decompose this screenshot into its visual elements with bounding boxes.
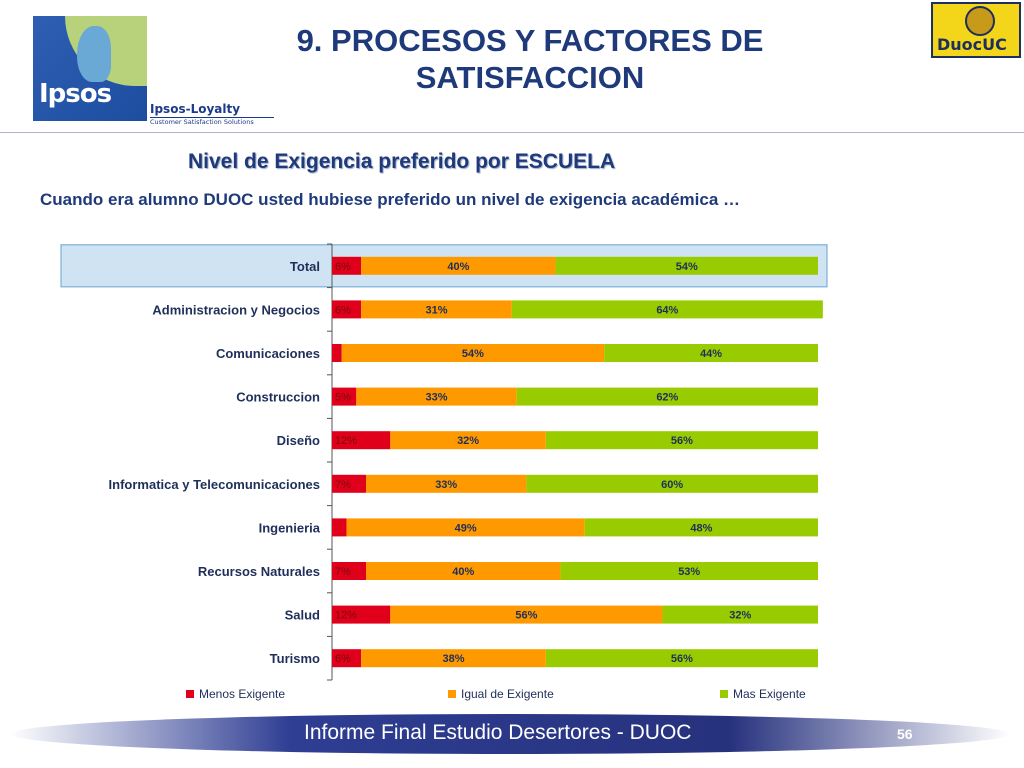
bar-menos-exigente [332, 562, 367, 580]
data-label: 31% [425, 304, 447, 316]
bar-igual-de-exigente [361, 649, 546, 668]
data-label: 62% [656, 392, 678, 404]
category-label: Ingenieria [259, 520, 321, 535]
bar-menos-exigente [332, 300, 362, 319]
data-label: 33% [435, 479, 457, 491]
bar-menos-exigente [332, 474, 367, 493]
bar-menos-exigente [332, 518, 347, 537]
ipsos-tagline: Customer Satisfaction Solutions [150, 117, 274, 126]
legend-entry: Igual de Exigente [461, 687, 554, 701]
ipsos-logo: Ipsos [33, 16, 147, 121]
data-label: 6% [335, 653, 351, 665]
bar-mas-exigente [516, 387, 818, 406]
bar-mas-exigente [584, 518, 818, 537]
data-label: 44% [700, 348, 722, 360]
bar-mas-exigente [560, 562, 818, 580]
category-label: Recursos Naturales [198, 564, 320, 579]
data-label: 40% [447, 261, 469, 273]
page-title-line2: SATISFACCION [415, 60, 645, 95]
bar-mas-exigente [511, 300, 823, 319]
data-label: 49% [455, 522, 477, 534]
legend-swatch [720, 690, 728, 698]
category-label: Turismo [270, 651, 320, 666]
category-label: Informatica y Telecomunicaciones [109, 477, 320, 492]
bar-igual-de-exigente [366, 562, 561, 580]
category-label: Administracion y Negocios [152, 302, 320, 317]
legend-entry: Mas Exigente [733, 687, 806, 701]
duoc-logo-text: DuocUC [937, 35, 1007, 54]
data-label: 53% [678, 566, 700, 578]
bar-menos-exigente [332, 649, 362, 668]
category-label: Salud [285, 608, 320, 623]
bar-menos-exigente [332, 387, 357, 406]
footer-banner [10, 714, 1010, 754]
bar-mas-exigente [555, 256, 818, 275]
data-label: 7% [335, 566, 351, 578]
bar-mas-exigente [526, 474, 818, 493]
data-label: 60% [661, 479, 683, 491]
bar-igual-de-exigente [356, 387, 517, 406]
bar-mas-exigente [604, 344, 818, 362]
bar-mas-exigente [545, 649, 818, 668]
data-label: 33% [425, 392, 447, 404]
data-label: 48% [690, 522, 712, 534]
header-divider [0, 132, 1024, 133]
bar-igual-de-exigente [346, 518, 585, 537]
data-label: 5% [335, 392, 351, 404]
bar-igual-de-exigente [366, 474, 527, 493]
page-title: 9. PROCESOS Y FACTORES DE SATISFACCION [260, 22, 800, 96]
duoc-logo: DuocUC [931, 2, 1021, 58]
bar-igual-de-exigente [341, 344, 605, 362]
ipsos-loyalty-label: Ipsos-Loyalty [150, 102, 241, 116]
bar-menos-exigente [332, 256, 362, 275]
data-label: 56% [671, 435, 693, 447]
data-label: 6% [335, 261, 351, 273]
data-label: 6% [335, 304, 351, 316]
chart-subtitle: Nivel de Exigencia preferido por ESCUELA [188, 150, 616, 173]
category-label: Construccion [236, 390, 320, 405]
bar-igual-de-exigente [390, 431, 546, 450]
data-label: 32% [729, 610, 751, 622]
page-number: 56 [897, 726, 913, 742]
bar-mas-exigente [545, 431, 818, 450]
bar-menos-exigente [332, 431, 391, 450]
page-title-line1: 9. PROCESOS Y FACTORES DE [296, 23, 764, 58]
data-label: 12% [335, 610, 357, 622]
bar-mas-exigente [662, 605, 818, 624]
data-label: 12% [335, 435, 357, 447]
category-label: Comunicaciones [216, 346, 320, 361]
bar-menos-exigente [332, 605, 391, 624]
survey-question: Cuando era alumno DUOC usted hubiese pre… [40, 190, 741, 209]
data-label: 64% [656, 304, 678, 316]
data-label: 32% [457, 435, 479, 447]
bar-igual-de-exigente [361, 256, 556, 275]
stacked-bar-chart: Total 6% 40% 54% Administracion y Negocios 6%… [60, 243, 828, 701]
bar-igual-de-exigente [390, 605, 663, 624]
data-label: 54% [462, 348, 484, 360]
data-label: 7% [335, 479, 351, 491]
data-label: 56% [671, 653, 693, 665]
data-label: 40% [452, 566, 474, 578]
bar-menos-exigente [332, 344, 342, 362]
data-label: 54% [676, 261, 698, 273]
category-label: Total [290, 259, 320, 274]
data-label: 56% [515, 610, 537, 622]
legend-entry: Menos Exigente [199, 687, 285, 701]
duoc-shield-icon [965, 6, 995, 36]
data-label: 38% [442, 653, 464, 665]
footer-text: Informe Final Estudio Desertores - DUOC [304, 721, 692, 744]
bar-igual-de-exigente [361, 300, 512, 319]
legend-swatch [186, 690, 194, 698]
ipsos-logo-text: Ipsos [39, 79, 112, 109]
ipsos-logo-head-icon [77, 26, 111, 82]
legend-swatch [448, 690, 456, 698]
category-label: Diseño [277, 433, 320, 448]
